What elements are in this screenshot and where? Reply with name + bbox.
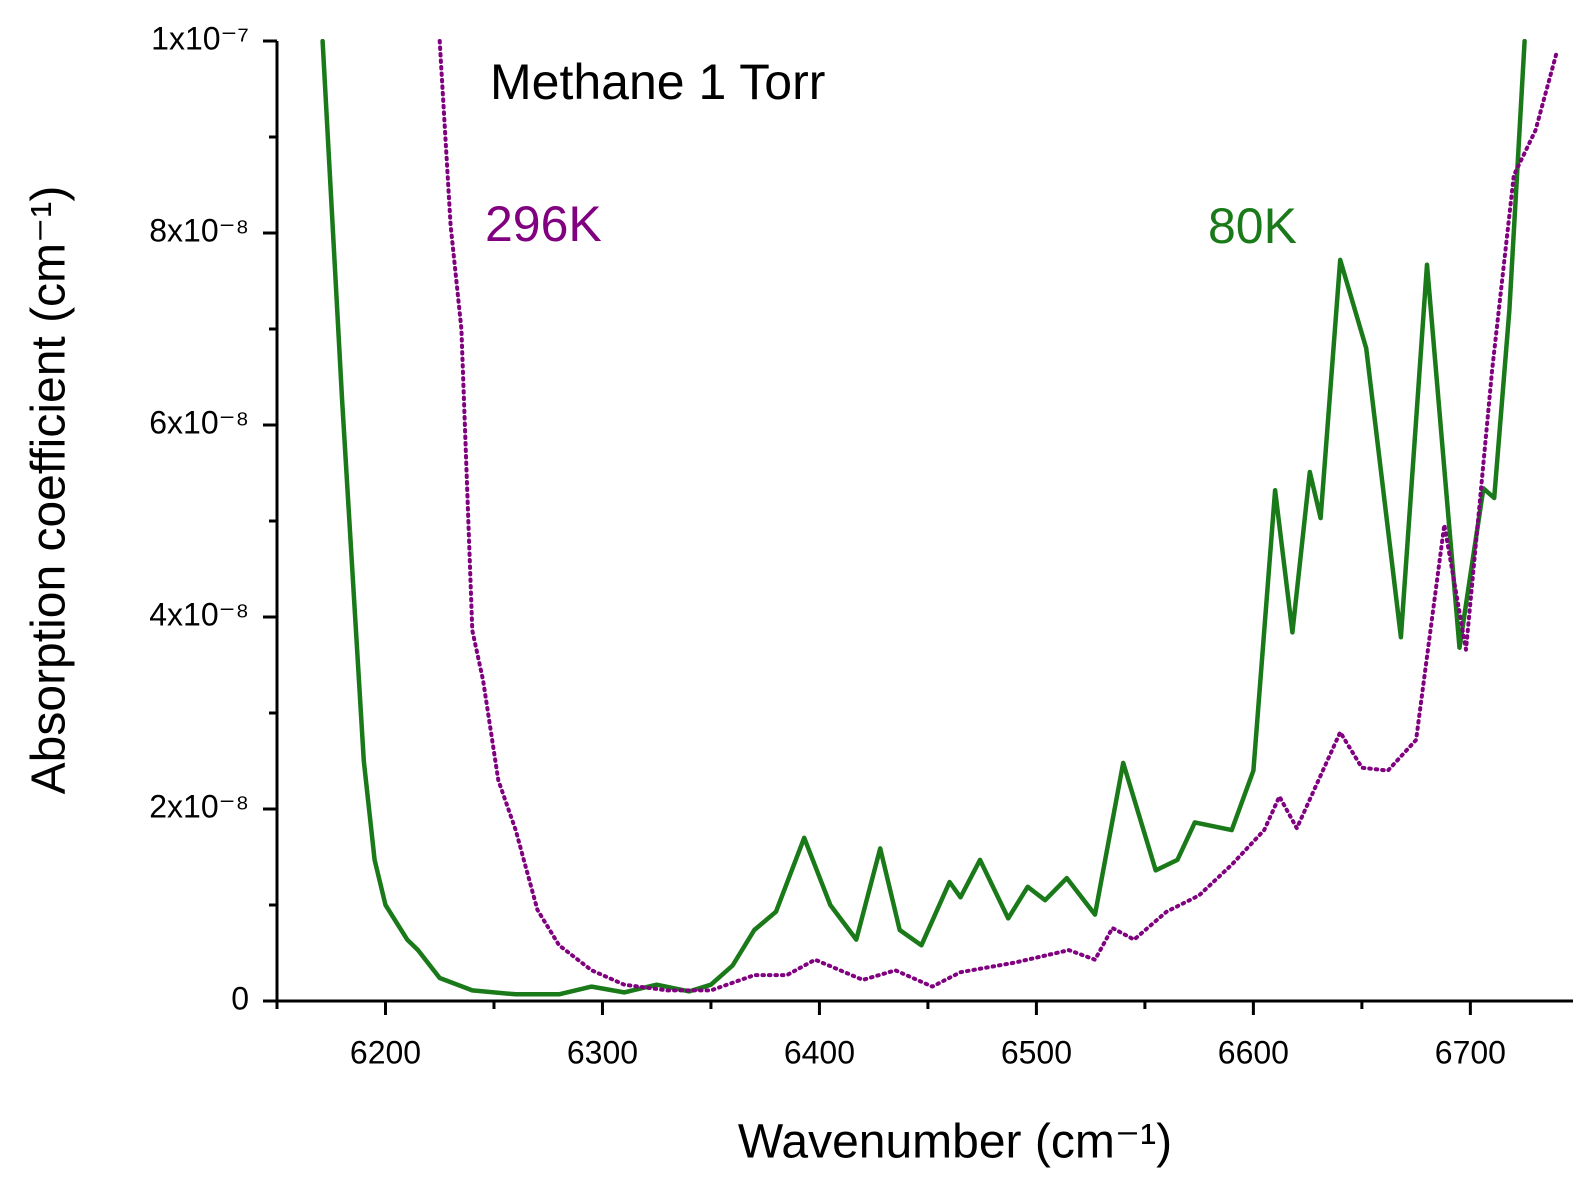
x-tick-label: 6600 [1218, 1034, 1289, 1070]
x-tick-label: 6400 [784, 1034, 855, 1070]
x-tick-label: 6200 [350, 1034, 421, 1070]
y-tick-label: 8x10⁻⁸ [149, 212, 249, 248]
y-axis-label: Absorption coefficient (cm⁻¹) [23, 186, 76, 795]
series-label: 80K [1208, 198, 1297, 254]
x-tick-label: 6500 [1001, 1034, 1072, 1070]
y-tick-label: 6x10⁻⁸ [149, 404, 249, 440]
y-tick-label: 4x10⁻⁸ [149, 596, 249, 632]
x-tick-label: 6300 [567, 1034, 638, 1070]
series-label: 296K [485, 196, 602, 252]
chart-title: Methane 1 Torr [490, 54, 825, 110]
x-tick-label: 6700 [1435, 1034, 1506, 1070]
series-line [437, 39, 1560, 993]
series-line [320, 39, 1527, 997]
y-tick-label: 0 [231, 980, 249, 1016]
y-tick-label: 1x10⁻⁷ [151, 20, 249, 56]
y-tick-label: 2x10⁻⁸ [149, 788, 249, 824]
x-axis-label: Wavenumber (cm⁻¹) [738, 1116, 1172, 1169]
